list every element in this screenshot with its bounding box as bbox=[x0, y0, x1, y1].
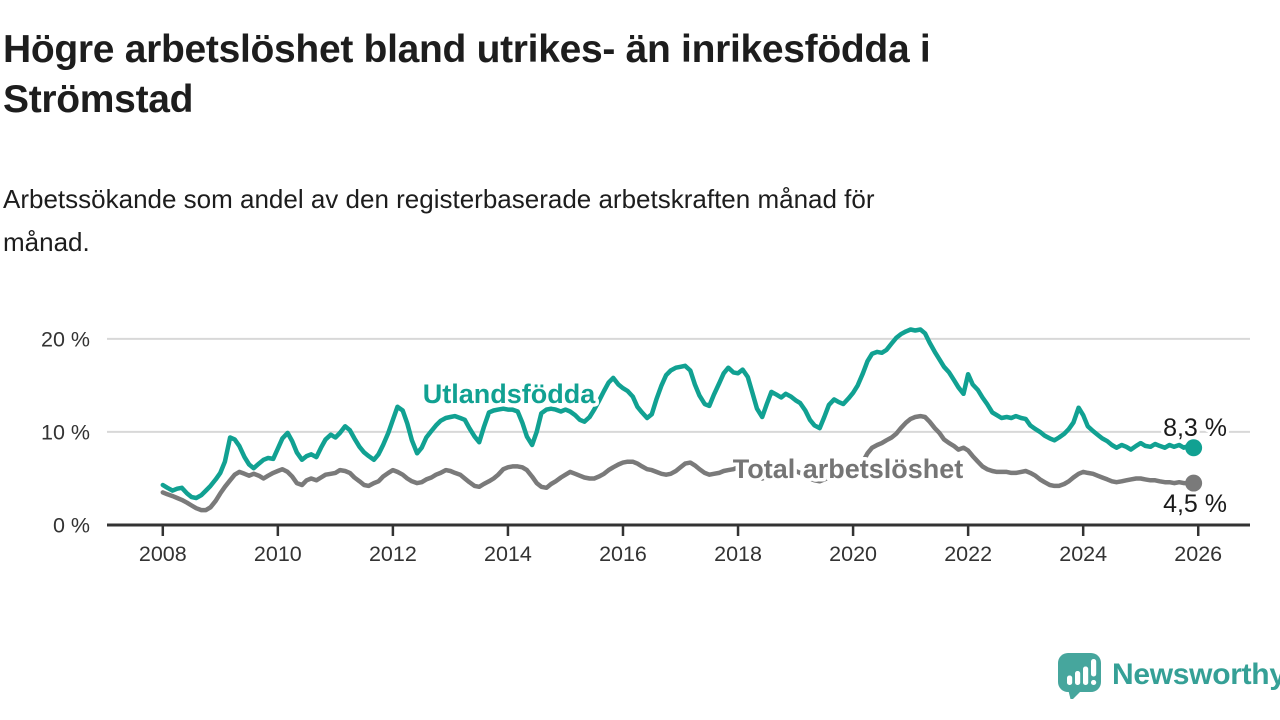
series-line-utlandsfodda bbox=[160, 327, 1196, 501]
x-axis-label-2016: 2016 bbox=[599, 542, 647, 566]
series-label-total: Total arbetslöshet bbox=[733, 454, 964, 484]
page-title: Högre arbetslöshet bland utrikes- än inr… bbox=[3, 28, 931, 121]
end-value-label-total: 4,5 % bbox=[1163, 490, 1227, 518]
x-axis-label-2014: 2014 bbox=[484, 542, 532, 566]
bar-chart-speech-bubble-icon bbox=[1058, 653, 1101, 699]
series-line-total bbox=[160, 413, 1196, 513]
x-axis-label-2022: 2022 bbox=[944, 542, 992, 566]
page-subtitle: Arbetssökande som andel av den registerb… bbox=[3, 184, 875, 257]
x-axis-label-2026: 2026 bbox=[1174, 542, 1222, 566]
end-value-label-utlandsfodda: 8,3 % bbox=[1163, 414, 1227, 442]
y-axis-label-0: 0 % bbox=[53, 514, 90, 538]
x-axis-label-2010: 2010 bbox=[254, 542, 302, 566]
series-end-dot-total bbox=[1185, 474, 1203, 492]
x-axis-label-2020: 2020 bbox=[829, 542, 877, 566]
y-axis-label-20: 20 % bbox=[41, 327, 90, 351]
newsworthy-logo: Newsworthy bbox=[1056, 651, 1280, 699]
newsworthy-logo-text: Newsworthy bbox=[1112, 658, 1280, 691]
series-end-dot-utlandsfodda bbox=[1185, 439, 1203, 457]
x-axis-label-2018: 2018 bbox=[714, 542, 762, 566]
series-label-utlandsfodda: Utlandsfödda bbox=[423, 379, 596, 409]
y-axis-label-10: 10 % bbox=[41, 420, 90, 444]
x-axis-label-2024: 2024 bbox=[1059, 542, 1107, 566]
x-axis-label-2008: 2008 bbox=[139, 542, 187, 566]
x-axis-label-2012: 2012 bbox=[369, 542, 417, 566]
